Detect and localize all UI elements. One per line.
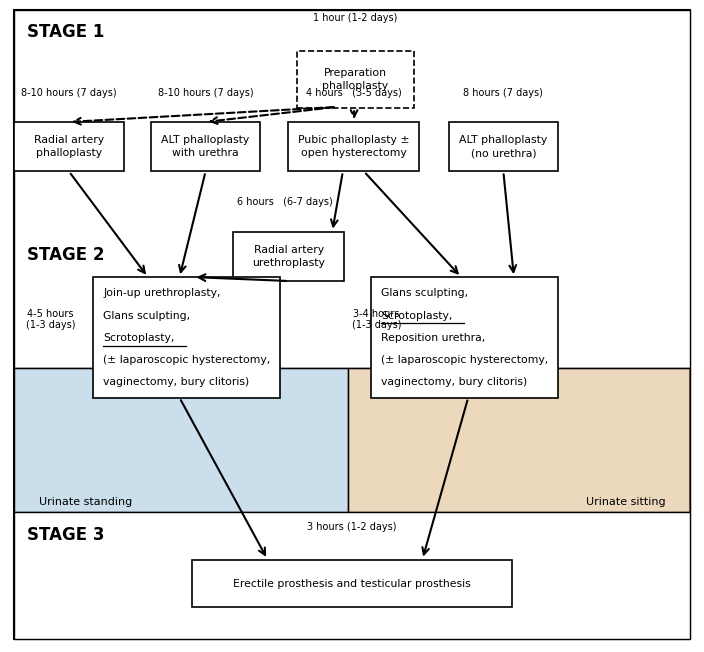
FancyBboxPatch shape (289, 123, 418, 171)
Text: Urinate standing: Urinate standing (39, 497, 132, 507)
Text: 4 hours   (3-5 days): 4 hours (3-5 days) (306, 87, 401, 98)
FancyBboxPatch shape (449, 123, 558, 171)
FancyBboxPatch shape (233, 232, 344, 280)
FancyBboxPatch shape (372, 278, 558, 398)
Text: Erectile prosthesis and testicular prosthesis: Erectile prosthesis and testicular prost… (233, 578, 471, 589)
FancyBboxPatch shape (14, 10, 690, 639)
Text: (± laparoscopic hysterectomy,: (± laparoscopic hysterectomy, (103, 355, 270, 365)
Text: Join-up urethroplasty,: Join-up urethroplasty, (103, 288, 220, 299)
FancyBboxPatch shape (93, 278, 280, 398)
FancyBboxPatch shape (14, 10, 690, 368)
Text: ALT phalloplasty
(no urethra): ALT phalloplasty (no urethra) (459, 135, 548, 158)
FancyBboxPatch shape (348, 368, 690, 512)
FancyBboxPatch shape (297, 51, 414, 108)
Text: Scrotoplasty,: Scrotoplasty, (382, 310, 453, 321)
Text: 4-5 hours
(1-3 days): 4-5 hours (1-3 days) (26, 308, 75, 331)
FancyBboxPatch shape (14, 368, 348, 512)
Text: Glans sculpting,: Glans sculpting, (103, 310, 190, 321)
Text: 1 hour (1-2 days): 1 hour (1-2 days) (313, 13, 398, 23)
Text: 3 hours (1-2 days): 3 hours (1-2 days) (307, 522, 397, 532)
Text: vaginectomy, bury clitoris): vaginectomy, bury clitoris) (103, 377, 249, 387)
Text: 8-10 hours (7 days): 8-10 hours (7 days) (158, 87, 253, 98)
Text: STAGE 1: STAGE 1 (27, 23, 104, 41)
Text: Urinate sitting: Urinate sitting (586, 497, 665, 507)
Text: Glans sculpting,: Glans sculpting, (382, 288, 468, 299)
Text: vaginectomy, bury clitoris): vaginectomy, bury clitoris) (382, 377, 527, 387)
Text: Radial artery
urethroplasty: Radial artery urethroplasty (252, 244, 325, 268)
Text: STAGE 3: STAGE 3 (27, 526, 104, 544)
Text: ALT phalloplasty
with urethra: ALT phalloplasty with urethra (161, 135, 250, 158)
Text: 8 hours (7 days): 8 hours (7 days) (463, 87, 543, 98)
FancyBboxPatch shape (15, 123, 124, 171)
Text: STAGE 2: STAGE 2 (27, 246, 104, 265)
Text: 3-4 hours
(1-3 days): 3-4 hours (1-3 days) (352, 308, 401, 331)
FancyBboxPatch shape (191, 560, 513, 607)
FancyBboxPatch shape (14, 512, 690, 639)
Text: Radial artery
phalloplasty: Radial artery phalloplasty (34, 135, 104, 158)
FancyBboxPatch shape (151, 123, 260, 171)
Text: Reposition urethra,: Reposition urethra, (382, 333, 486, 343)
Text: (± laparoscopic hysterectomy,: (± laparoscopic hysterectomy, (382, 355, 548, 365)
Text: 6 hours   (6-7 days): 6 hours (6-7 days) (237, 197, 333, 207)
Text: Pubic phalloplasty ±
open hysterectomy: Pubic phalloplasty ± open hysterectomy (298, 135, 409, 158)
Text: Scrotoplasty,: Scrotoplasty, (103, 333, 175, 343)
Text: 8-10 hours (7 days): 8-10 hours (7 days) (21, 87, 117, 98)
Text: Preparation
phalloplasty: Preparation phalloplasty (322, 68, 389, 91)
